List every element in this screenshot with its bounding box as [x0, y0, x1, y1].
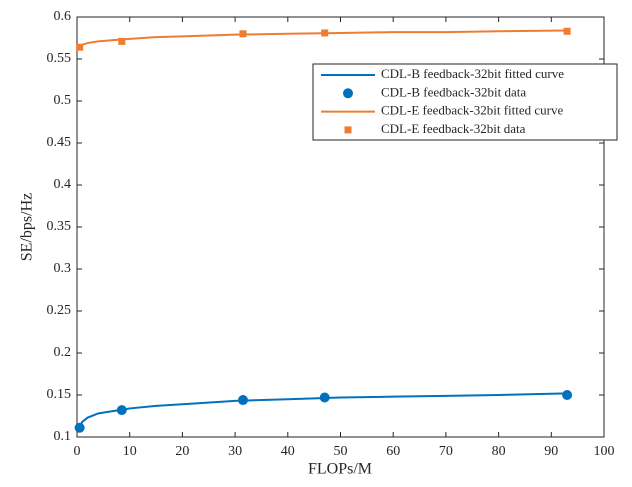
x-tick-label: 100 — [594, 444, 615, 459]
y-tick-label: 0.25 — [47, 303, 72, 318]
data-marker — [74, 422, 85, 433]
x-tick-label: 50 — [334, 444, 348, 459]
x-tick-label: 20 — [175, 444, 189, 459]
y-tick-label: 0.1 — [54, 429, 72, 444]
data-marker — [116, 405, 127, 416]
data-marker — [239, 30, 247, 38]
x-tick-label: 0 — [74, 444, 81, 459]
data-marker — [118, 37, 126, 45]
legend-label: CDL-B feedback-32bit fitted curve — [381, 66, 564, 81]
data-marker — [238, 395, 249, 406]
fitted-curve — [77, 392, 568, 430]
x-tick-label: 30 — [228, 444, 242, 459]
y-tick-label: 0.2 — [54, 345, 72, 360]
x-tick-label: 70 — [439, 444, 453, 459]
y-tick-label: 0.15 — [47, 387, 72, 402]
legend-box — [312, 63, 618, 141]
legend-swatch — [343, 88, 353, 99]
y-tick-label: 0.6 — [54, 9, 72, 24]
y-tick-label: 0.35 — [47, 219, 72, 234]
x-tick-label: 80 — [492, 444, 506, 459]
data-marker — [321, 29, 329, 37]
legend-label: CDL-B feedback-32bit data — [381, 84, 526, 99]
legend-label: CDL-E feedback-32bit data — [381, 121, 526, 136]
y-tick-label: 0.3 — [54, 261, 72, 276]
data-marker — [319, 392, 330, 403]
data-marker — [563, 27, 571, 35]
y-tick-label: 0.4 — [54, 177, 72, 192]
data-marker — [76, 43, 84, 51]
fitted-curve — [77, 29, 568, 49]
legend-label: CDL-E feedback-32bit fitted curve — [381, 103, 564, 118]
y-tick-label: 0.5 — [54, 93, 72, 108]
x-tick-label: 40 — [281, 444, 295, 459]
legend-swatch — [344, 126, 352, 134]
y-tick-label: 0.55 — [47, 51, 72, 66]
legend: CDL-B feedback-32bit fitted curve CDL-B f… — [312, 63, 618, 141]
y-axis-label: SE/bps/Hz — [19, 193, 36, 261]
x-axis-label: FLOPs/M — [308, 461, 372, 478]
data-marker — [562, 390, 573, 400]
x-tick-label: 90 — [544, 444, 558, 459]
x-tick-label: 10 — [123, 444, 137, 459]
y-tick-label: 0.45 — [47, 135, 72, 150]
x-tick-label: 60 — [386, 444, 400, 459]
